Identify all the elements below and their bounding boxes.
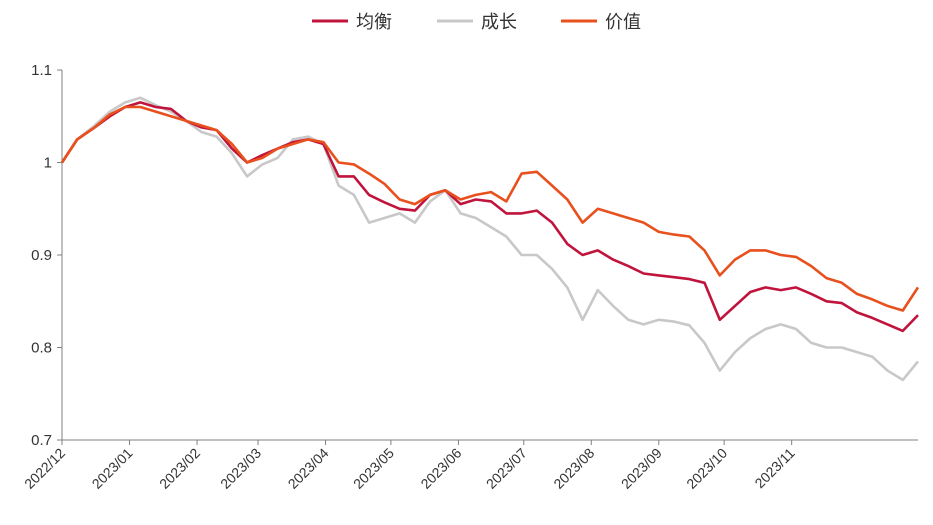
x-tick-label: 2023/05: [350, 445, 397, 492]
x-tick-label: 2023/06: [417, 445, 464, 492]
x-tick-label: 2023/08: [550, 445, 597, 492]
series-line-balanced: [60, 101, 919, 333]
legend: 均衡 成长 价值: [312, 12, 641, 33]
legend-label-growth: 成长: [481, 12, 517, 33]
y-tick-label: 1: [44, 155, 52, 172]
y-tick-label: 0.8: [31, 340, 52, 357]
x-tick-label: 2023/02: [156, 445, 203, 492]
x-tick-label: 2023/07: [483, 445, 530, 492]
y-axis-ticks: 0.7 0.8 0.9 1 1.1: [31, 62, 62, 449]
legend-label-balanced: 均衡: [356, 12, 392, 33]
x-tick-label: 2023/09: [618, 445, 665, 492]
y-tick-label: 1.1: [31, 62, 52, 79]
legend-item-value[interactable]: 价值: [561, 12, 641, 33]
legend-item-balanced[interactable]: 均衡: [312, 12, 392, 33]
x-tick-label: 2023/01: [89, 445, 136, 492]
legend-item-growth[interactable]: 成长: [437, 12, 517, 33]
x-tick-label: 2023/11: [751, 445, 798, 492]
x-tick-label: 2023/04: [285, 445, 332, 492]
series-line-growth: [60, 96, 920, 382]
x-tick-label: 2023/10: [683, 445, 730, 492]
y-tick-label: 0.9: [31, 247, 52, 264]
x-axis-ticks: 2022/12 2023/01 2023/02 2023/03 2023/04 2023/…: [21, 440, 798, 492]
legend-label-value: 价值: [605, 12, 641, 33]
x-tick-label: 2023/03: [217, 445, 264, 492]
series-layer: [60, 96, 920, 382]
series-line-value: [60, 105, 920, 312]
y-tick-label: 0.7: [31, 432, 52, 449]
x-tick-label: 2022/12: [21, 445, 68, 492]
